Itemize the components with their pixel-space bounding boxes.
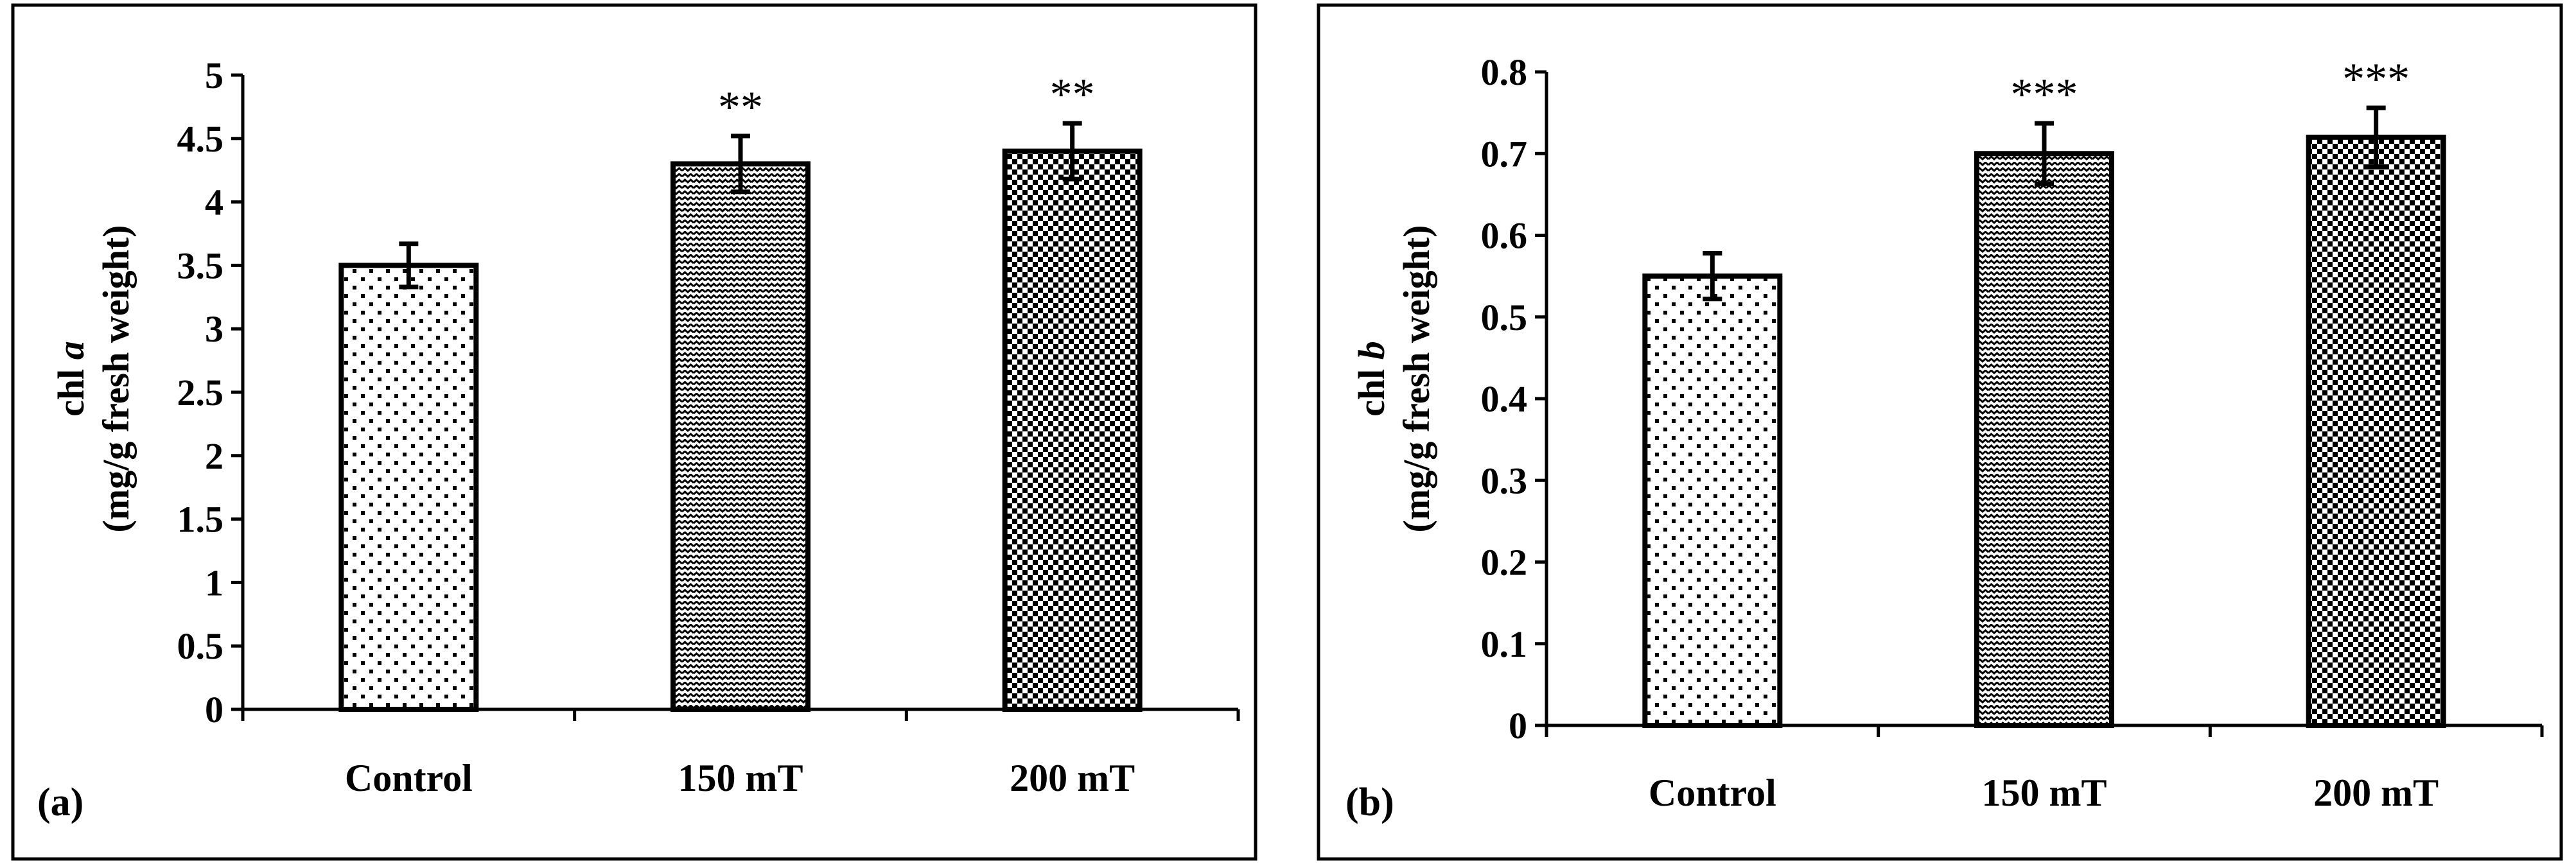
x-tick-label: Control (345, 757, 473, 799)
y-tick-label: 0.6 (1481, 215, 1528, 257)
significance-marker: *** (2342, 55, 2410, 104)
y-tick-label: 2.5 (177, 372, 224, 413)
chart-panel-a: chl a (mg/g fresh weight) (a) 0 0.5 1 1.5 2 2… (11, 3, 1257, 861)
y-tick-label: 3 (205, 308, 223, 350)
y-tick-label: 4.5 (177, 118, 224, 160)
y-tick-label: 0 (205, 689, 223, 731)
error-bar (1703, 250, 1722, 302)
y-tick-label: 0.5 (177, 625, 224, 667)
bar-control (1642, 273, 1783, 728)
bar-control (338, 263, 479, 712)
panel-label: (a) (37, 781, 83, 824)
y-tick-label: 2 (205, 435, 223, 477)
bar-150-mt (1974, 151, 2114, 728)
y-tick-label: 0.1 (1481, 623, 1528, 665)
bar-200-mt (1002, 148, 1143, 712)
y-tick-label: 0.8 (1481, 51, 1528, 93)
panel-label: (b) (1345, 781, 1394, 824)
error-bar (1062, 121, 1082, 182)
significance-marker: *** (2011, 70, 2078, 119)
error-bar (2366, 105, 2386, 169)
x-tick-label: 200 mT (2313, 772, 2439, 814)
chart-panel-b: chl b (mg/g fresh weight) (b) 0 0.1 0.2 0.3… (1317, 3, 2563, 861)
y-tick-label: 0.5 (1481, 297, 1528, 338)
y-axis-label: chl b (1351, 341, 1392, 417)
y-axis-unit-label: (mg/g fresh weight) (95, 225, 137, 533)
significance-marker: ** (718, 83, 763, 132)
x-tick-label: 200 mT (1010, 757, 1135, 799)
error-bar (2035, 121, 2054, 186)
y-tick-label: 1.5 (177, 499, 224, 541)
significance-marker: ** (1050, 70, 1095, 119)
x-tick-label: Control (1649, 772, 1776, 814)
y-tick-label: 0.7 (1481, 133, 1528, 175)
y-axis-label: chl a (50, 341, 92, 417)
error-bar (399, 241, 419, 290)
x-tick-label: 150 mT (678, 757, 803, 799)
y-tick-label: 0.2 (1481, 542, 1528, 584)
y-tick-label: 0.4 (1481, 378, 1528, 420)
y-tick-label: 0.3 (1481, 460, 1528, 501)
y-tick-label: 0 (1509, 705, 1527, 747)
error-bar (731, 134, 750, 195)
y-tick-label: 3.5 (177, 245, 224, 286)
y-tick-label: 4 (205, 182, 223, 223)
y-tick-label: 1 (205, 562, 223, 603)
y-tick-label: 5 (205, 55, 223, 96)
bar-200-mt (2306, 134, 2446, 729)
bar-150-mt (670, 161, 810, 712)
x-tick-label: 150 mT (1982, 772, 2107, 814)
y-axis-unit-label: (mg/g fresh weight) (1396, 225, 1437, 533)
